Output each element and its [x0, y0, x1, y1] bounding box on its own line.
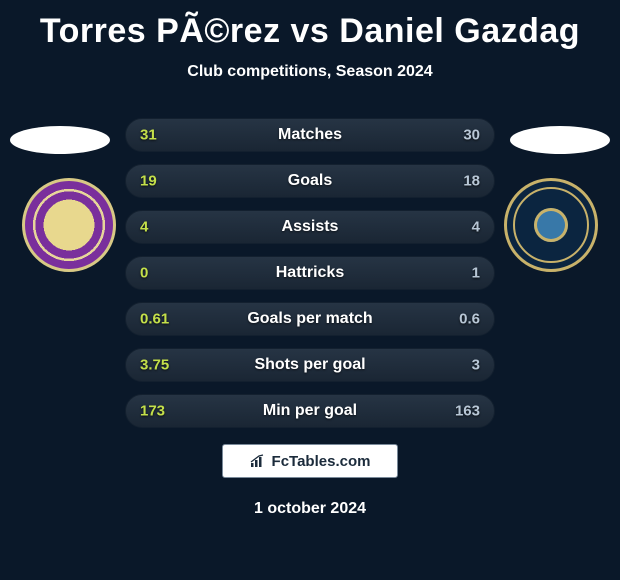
subtitle: Club competitions, Season 2024 [0, 63, 620, 81]
orlando-city-badge [22, 178, 116, 272]
stat-left-value: 31 [140, 127, 157, 144]
stat-label: Matches [278, 126, 342, 144]
stat-row-hattricks: 0 Hattricks 1 [125, 256, 495, 290]
stat-label: Goals [288, 172, 332, 190]
stat-row-min-per-goal: 173 Min per goal 163 [125, 394, 495, 428]
stat-left-value: 0.61 [140, 311, 169, 328]
stat-right-value: 3 [472, 357, 480, 374]
site-link[interactable]: FcTables.com [222, 444, 398, 478]
stat-row-matches: 31 Matches 30 [125, 118, 495, 152]
stat-right-value: 0.6 [459, 311, 480, 328]
stat-left-value: 173 [140, 403, 165, 420]
site-label: FcTables.com [272, 453, 371, 470]
stat-row-assists: 4 Assists 4 [125, 210, 495, 244]
stat-label: Hattricks [276, 264, 344, 282]
stat-left-value: 0 [140, 265, 148, 282]
stat-label: Shots per goal [254, 356, 365, 374]
date-label: 1 october 2024 [254, 500, 366, 518]
player-silhouette-right [510, 126, 610, 154]
philadelphia-union-badge [504, 178, 598, 272]
stat-left-value: 19 [140, 173, 157, 190]
stat-right-value: 18 [463, 173, 480, 190]
stat-row-goals: 19 Goals 18 [125, 164, 495, 198]
chart-icon [250, 454, 266, 468]
stat-label: Assists [282, 218, 339, 236]
page-title: Torres PÃ©rez vs Daniel Gazdag [0, 0, 620, 51]
player-silhouette-left [10, 126, 110, 154]
stat-right-value: 30 [463, 127, 480, 144]
stat-right-value: 163 [455, 403, 480, 420]
stat-right-value: 1 [472, 265, 480, 282]
stat-label: Min per goal [263, 402, 357, 420]
stat-row-shots-per-goal: 3.75 Shots per goal 3 [125, 348, 495, 382]
stat-left-value: 3.75 [140, 357, 169, 374]
stats-table: 31 Matches 30 19 Goals 18 4 Assists 4 0 … [125, 118, 495, 440]
stat-row-goals-per-match: 0.61 Goals per match 0.6 [125, 302, 495, 336]
stat-label: Goals per match [247, 310, 372, 328]
stat-left-value: 4 [140, 219, 148, 236]
stat-right-value: 4 [472, 219, 480, 236]
